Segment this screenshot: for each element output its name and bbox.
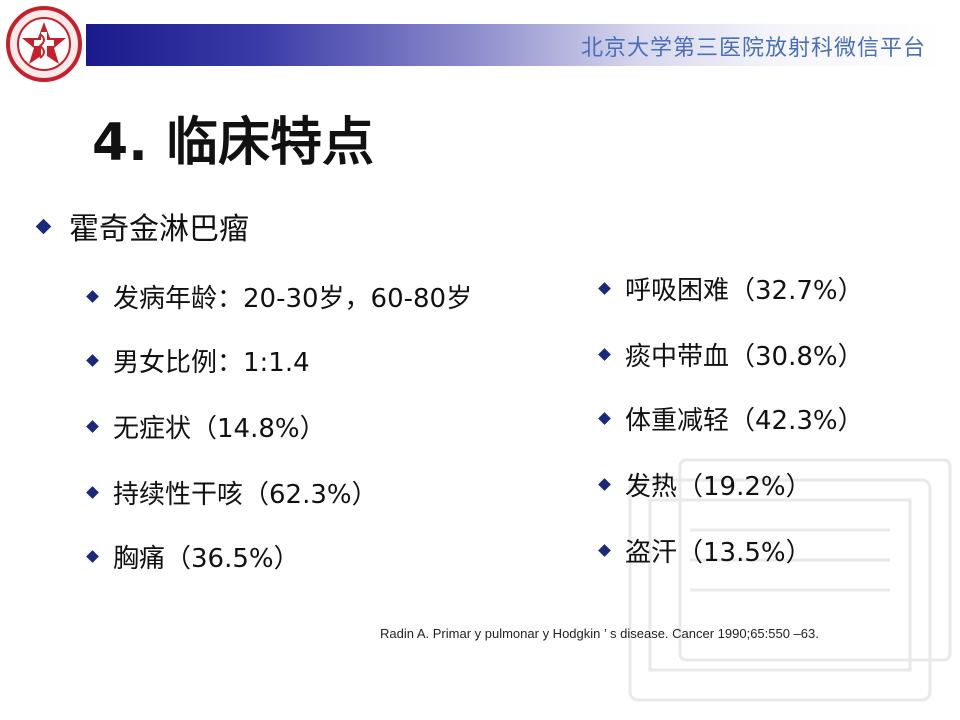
diamond-bullet-icon	[598, 478, 611, 491]
list-item-text: 发病年龄：20-30岁，60-80岁	[113, 284, 473, 314]
reference-citation: Radin A. Primar y pulmonar y Hodgkin ’ s…	[380, 626, 819, 641]
hospital-logo	[6, 6, 82, 82]
list-item-text: 呼吸困难（32.7%）	[625, 276, 864, 306]
diamond-bullet-icon	[35, 218, 52, 234]
list-item: 盗汗（13.5%）	[598, 532, 812, 569]
diamond-bullet-icon	[598, 544, 611, 557]
diamond-bullet-icon	[598, 412, 611, 425]
diamond-bullet-icon	[598, 348, 611, 361]
list-item: 胸痛（36.5%）	[86, 538, 300, 575]
list-item: 呼吸困难（32.7%）	[598, 270, 864, 307]
list-item: 发病年龄：20-30岁，60-80岁	[86, 278, 473, 315]
list-item-text: 盗汗（13.5%）	[625, 538, 812, 568]
diamond-bullet-icon	[86, 290, 99, 303]
diamond-bullet-icon	[86, 550, 99, 563]
diamond-bullet-icon	[86, 420, 99, 433]
list-item: 痰中带血（30.8%）	[598, 336, 864, 373]
list-item: 男女比例：1:1.4	[86, 342, 310, 379]
platform-title: 北京大学第三医院放射科微信平台	[580, 36, 926, 61]
diamond-bullet-icon	[598, 282, 611, 295]
list-item: 持续性干咳（62.3%）	[86, 474, 378, 511]
list-item-text: 胸痛（36.5%）	[113, 544, 300, 574]
slide-title: 4. 临床特点	[92, 113, 375, 173]
header-banner	[86, 24, 944, 66]
list-item: 无症状（14.8%）	[86, 408, 326, 445]
list-item-text: 男女比例：1:1.4	[113, 348, 310, 378]
list-item-text: 体重减轻（42.3%）	[625, 406, 864, 436]
diamond-bullet-icon	[86, 354, 99, 367]
monitor-decoration	[628, 458, 952, 702]
list-item: 体重减轻（42.3%）	[598, 400, 864, 437]
list-item-text: 无症状（14.8%）	[113, 414, 326, 444]
main-bullet-text: 霍奇金淋巴瘤	[69, 212, 249, 247]
list-item-text: 痰中带血（30.8%）	[625, 342, 864, 372]
list-item-text: 发热（19.2%）	[625, 472, 812, 502]
list-item-text: 持续性干咳（62.3%）	[113, 480, 378, 510]
diamond-bullet-icon	[86, 486, 99, 499]
list-item: 发热（19.2%）	[598, 466, 812, 503]
main-bullet: 霍奇金淋巴瘤	[35, 204, 249, 248]
